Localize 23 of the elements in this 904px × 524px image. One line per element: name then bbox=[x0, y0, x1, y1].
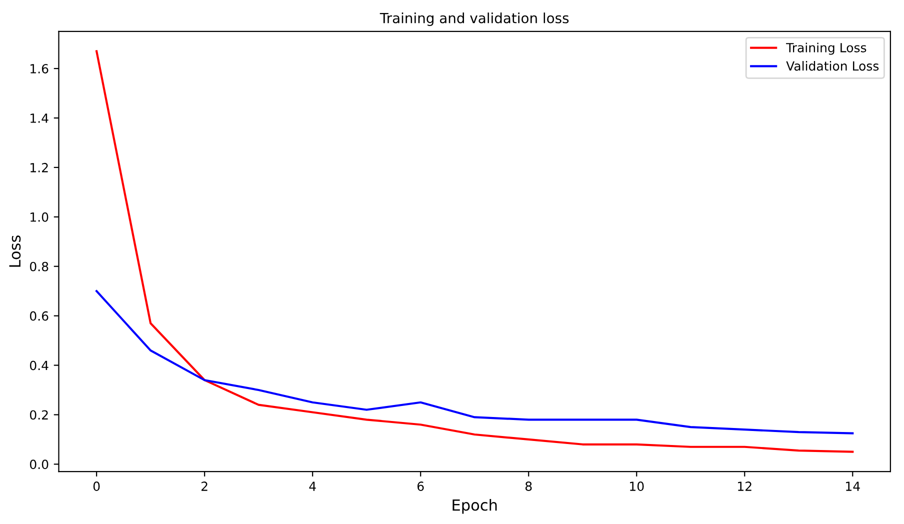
x-tick-label: 2 bbox=[202, 482, 208, 491]
y-tick-label: 0.8 bbox=[30, 262, 48, 272]
chart-title: Training and validation loss bbox=[380, 12, 569, 26]
x-tick-label: 10 bbox=[630, 482, 644, 491]
y-axis-title: Loss bbox=[9, 236, 21, 267]
legend-label: Training Loss bbox=[786, 42, 866, 55]
y-tick-label: 0.4 bbox=[30, 360, 48, 370]
y-tick-label: 1.6 bbox=[30, 64, 48, 74]
y-tick-label: 1.4 bbox=[30, 114, 48, 123]
x-tick-label: 4 bbox=[309, 482, 316, 491]
x-tick-label: 0 bbox=[93, 482, 100, 491]
x-tick-label: 6 bbox=[417, 482, 424, 491]
y-tick-label: 0.2 bbox=[30, 410, 48, 420]
x-tick-label: 8 bbox=[525, 482, 532, 491]
x-axis-title: Epoch bbox=[452, 498, 497, 514]
y-tick-label: 1.0 bbox=[30, 212, 48, 222]
y-tick-label: 0.0 bbox=[30, 460, 48, 470]
y-tick-label: 0.6 bbox=[30, 311, 48, 321]
legend-label: Validation Loss bbox=[786, 61, 879, 71]
line-series bbox=[96, 290, 854, 434]
x-tick-label: 14 bbox=[846, 482, 860, 491]
y-tick-label: 1.2 bbox=[30, 162, 48, 172]
x-tick-label: 12 bbox=[738, 482, 752, 491]
